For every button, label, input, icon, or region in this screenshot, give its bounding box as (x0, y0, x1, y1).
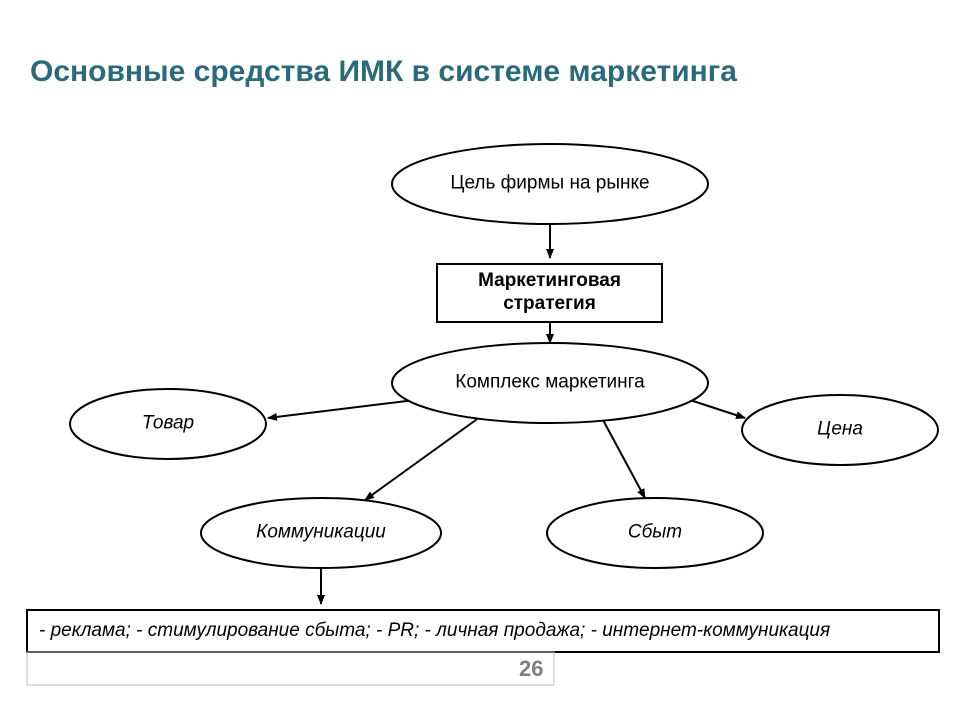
edge-complex-comm (365, 417, 480, 500)
footer-text: - реклама; - стимулирование сбыта; - PR;… (39, 620, 830, 642)
node-label-complex: Комплекс маркетинга (455, 372, 645, 395)
page-number: 26 (519, 656, 543, 682)
edge-complex-product (268, 400, 415, 418)
diagram-canvas (0, 0, 960, 720)
node-label-comm: Коммуникации (256, 522, 386, 545)
node-label-product: Товар (142, 413, 194, 436)
edge-complex-sales (603, 420, 645, 498)
edge-complex-price (690, 400, 745, 418)
page-number-box (27, 652, 554, 685)
node-label-price: Цена (817, 419, 863, 442)
node-label-sales: Сбыт (628, 522, 682, 545)
node-label-strategy: Маркетинговая стратегия (478, 270, 621, 316)
node-label-goal: Цель фирмы на рынке (450, 173, 649, 196)
